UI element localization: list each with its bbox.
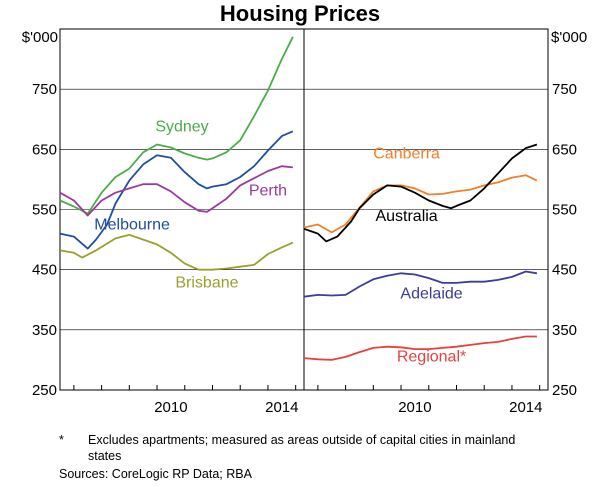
left-xtick-2010: 2010 bbox=[154, 399, 187, 416]
chart-title: Housing Prices bbox=[220, 1, 380, 26]
left-ytick-250: 250 bbox=[32, 382, 57, 399]
series-line-sydney bbox=[59, 36, 294, 215]
series-line-perth bbox=[59, 165, 293, 217]
series-label-perth: Perth bbox=[249, 183, 287, 200]
right-ytick-450: 450 bbox=[552, 262, 577, 279]
right-xtick-2014: 2014 bbox=[509, 399, 542, 416]
right-ytick-650: 650 bbox=[552, 141, 577, 158]
series-line-brisbane bbox=[59, 233, 294, 271]
right-ytick-550: 550 bbox=[552, 202, 577, 219]
footnote-marker: * bbox=[59, 433, 64, 447]
series-line-melbourne bbox=[59, 130, 294, 250]
series-label-regional: Regional* bbox=[397, 349, 466, 366]
left-unit-label: $'000 bbox=[22, 29, 58, 46]
left-xtick-2014: 2014 bbox=[265, 399, 298, 416]
left-ytick-650: 650 bbox=[32, 141, 57, 158]
left-ytick-750: 750 bbox=[32, 81, 57, 98]
series-line-canberra bbox=[303, 174, 538, 234]
series-label-australia: Australia bbox=[375, 208, 437, 225]
right-ytick-250: 250 bbox=[552, 382, 577, 399]
left-ytick-450: 450 bbox=[32, 262, 57, 279]
left-ytick-350: 350 bbox=[32, 322, 57, 339]
series-line-australia bbox=[303, 143, 538, 243]
left-ytick-550: 550 bbox=[32, 202, 57, 219]
right-ytick-350: 350 bbox=[552, 322, 577, 339]
right-xtick-2010: 2010 bbox=[398, 399, 431, 416]
series-label-sydney: Sydney bbox=[155, 118, 208, 135]
sources-note: Sources: CoreLogic RP Data; RBA bbox=[59, 467, 252, 481]
series-label-canberra: Canberra bbox=[373, 145, 440, 162]
series-line-adelaide bbox=[303, 270, 538, 298]
series-line-regional bbox=[303, 335, 537, 361]
right-unit-label: $'000 bbox=[551, 29, 587, 46]
series-label-brisbane: Brisbane bbox=[175, 275, 238, 292]
series-label-adelaide: Adelaide bbox=[400, 286, 462, 303]
right-ytick-750: 750 bbox=[552, 81, 577, 98]
footnote-text: Excludes apartments; measured as areas o… bbox=[88, 433, 516, 463]
series-label-melbourne: Melbourne bbox=[94, 216, 170, 233]
